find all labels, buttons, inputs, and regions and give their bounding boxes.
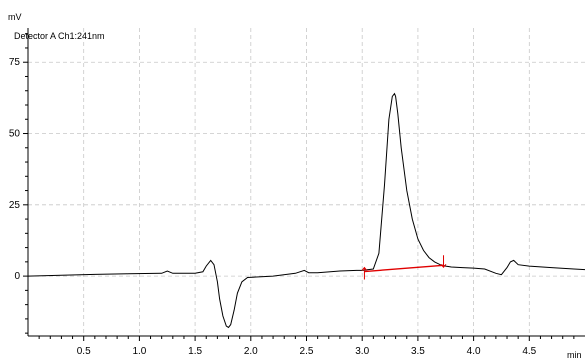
peak-end-marker: [440, 255, 447, 269]
baseline-layer: [361, 255, 447, 280]
trace-layer: [27, 92, 585, 329]
axis-ticks: [23, 33, 575, 341]
x-tick-label: 2.5: [300, 346, 314, 357]
y-tick-label: 0: [14, 271, 20, 282]
y-tick-label: 50: [9, 129, 21, 140]
y-axis-unit: mV: [8, 12, 22, 22]
chromatogram-trace: [27, 92, 585, 329]
peak-start-marker: [361, 266, 368, 280]
x-tick-label: 3.5: [411, 346, 425, 357]
x-tick-label: 1.5: [188, 346, 202, 357]
y-tick-label: 75: [9, 57, 21, 68]
grid-lines: [28, 28, 585, 336]
integration-baseline: [364, 264, 444, 273]
x-tick-label: 3.0: [355, 346, 369, 357]
x-tick-label: 0.5: [77, 346, 91, 357]
x-tick-label: 4.0: [467, 346, 481, 357]
y-tick-label: 25: [9, 200, 21, 211]
x-tick-label: 2.0: [244, 346, 258, 357]
detector-annotation: Detector A Ch1:241nm: [14, 31, 105, 41]
x-axis-unit: min: [567, 350, 582, 360]
x-tick-label: 4.5: [522, 346, 536, 357]
tick-labels: 0.5 1.0 1.5 2.0 2.5 3.0 3.5 4.0 4.5 0 25 50 75: [9, 57, 537, 357]
x-tick-label: 1.0: [132, 346, 146, 357]
